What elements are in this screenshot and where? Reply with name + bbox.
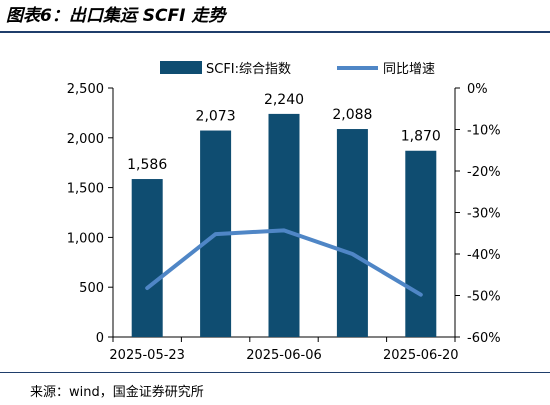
- bar-data-label: 2,088: [332, 107, 372, 123]
- line-point: [282, 228, 286, 232]
- bar-data-labels: 1,586 2,073 2,240 2,088 1,870: [127, 92, 441, 173]
- line-point: [145, 286, 149, 290]
- bar: [131, 179, 163, 337]
- bottom-rule: [0, 372, 550, 373]
- scfi-chart: SCFI:综合指数 同比增速 0 500 1,000 1,500 2,000 2,500 -…: [67, 61, 501, 363]
- bar-data-label: 2,240: [264, 92, 304, 108]
- x-tick-label: 2025-06-20: [383, 348, 459, 363]
- legend-swatch-bar: [160, 61, 202, 74]
- legend: SCFI:综合指数 同比增速: [160, 61, 435, 77]
- y-right-tick-label: -60%: [467, 331, 501, 346]
- bar: [268, 113, 300, 337]
- y-left-tick-label: 1,500: [67, 182, 104, 197]
- x-tick-label: 2025-05-23: [109, 348, 185, 363]
- y-right-tick-label: -40%: [467, 248, 501, 263]
- y-left-tick-label: 500: [79, 281, 104, 296]
- y-left-tick-label: 2,000: [67, 132, 104, 147]
- line-point: [419, 293, 423, 297]
- figure-title: 图表6：出口集运 SCFI 走势: [6, 6, 226, 26]
- bar-data-label: 1,586: [127, 157, 167, 173]
- legend-label-bar: SCFI:综合指数: [206, 62, 291, 77]
- y-right-tick-label: -10%: [467, 124, 501, 139]
- bar-series: [131, 113, 437, 337]
- y-left-tick-label: 0: [96, 331, 104, 346]
- bar: [336, 129, 368, 337]
- y-right-tick-label: -20%: [467, 165, 501, 180]
- legend-label-line: 同比增速: [383, 62, 435, 77]
- line-series: [145, 228, 423, 297]
- line-point: [350, 252, 354, 256]
- line-point: [214, 232, 218, 236]
- axes: 0 500 1,000 1,500 2,000 2,500 -60% -50% -40% -30%…: [67, 82, 501, 363]
- y-right-tick-label: -50%: [467, 290, 501, 305]
- y-left-tick-label: 1,000: [67, 231, 104, 246]
- y-right-tick-label: 0%: [467, 82, 488, 97]
- bar-data-label: 1,870: [401, 129, 441, 145]
- bar: [405, 150, 437, 337]
- title-rule: [0, 31, 550, 33]
- bar-data-label: 2,073: [196, 109, 236, 125]
- y-right-tick-label: -30%: [467, 207, 501, 222]
- source-note: 来源：wind，国金证券研究所: [30, 385, 204, 400]
- y-left-tick-label: 2,500: [67, 82, 104, 97]
- x-tick-label: 2025-06-06: [246, 348, 322, 363]
